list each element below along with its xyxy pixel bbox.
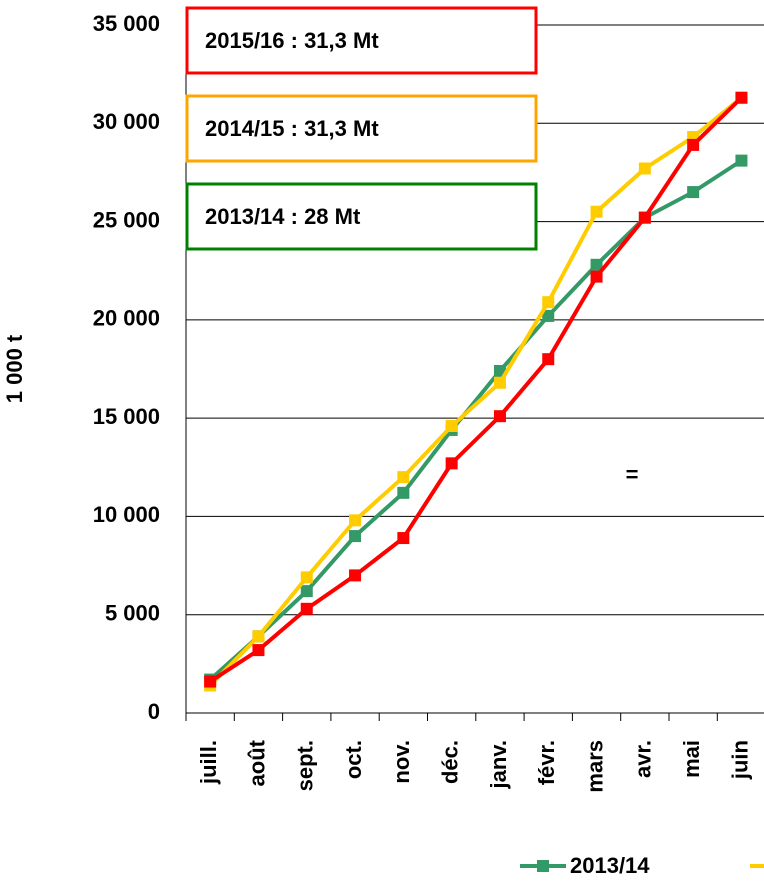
y-tick-label: 5 000: [105, 601, 160, 626]
marker: [687, 138, 700, 151]
line: [209, 96, 743, 684]
y-tick-label: 25 000: [93, 207, 160, 232]
x-tick-label: févr.: [534, 740, 559, 785]
legend-marker: [537, 860, 549, 872]
annotation-box: [185, 94, 538, 163]
marker: [445, 457, 458, 470]
y-axis-label: 1 000 t: [2, 334, 27, 403]
y-tick-label: 15 000: [93, 404, 160, 429]
x-tick-label: août: [244, 739, 269, 786]
marker: [252, 630, 265, 643]
marker: [590, 205, 603, 218]
annotation-box: [185, 182, 538, 251]
x-tick-label: janv.: [486, 740, 511, 790]
x-tick-label: déc.: [437, 740, 462, 784]
marker: [687, 186, 700, 199]
legend-label: 2013/14: [570, 853, 650, 878]
marker: [590, 258, 603, 271]
y-tick-label: 30 000: [93, 109, 160, 134]
annotation: 2015/16 : 31,3 Mt: [205, 28, 379, 53]
marker: [397, 486, 410, 499]
annotation-box: [185, 6, 538, 75]
annotation: 2013/14 : 28 Mt: [205, 204, 361, 229]
annotation: =: [626, 462, 639, 487]
line: [208, 158, 743, 682]
x-tick-label: juill.: [196, 740, 221, 785]
line: [208, 96, 743, 687]
marker: [445, 420, 458, 433]
marker: [493, 376, 506, 389]
y-tick-label: 0: [148, 699, 160, 724]
marker: [349, 514, 362, 527]
marker: [735, 154, 748, 167]
x-tick-label: avr.: [631, 740, 656, 778]
marker: [542, 353, 555, 366]
marker: [735, 91, 748, 104]
marker: [204, 675, 217, 688]
x-tick-label: oct.: [341, 740, 366, 779]
annotation: 2014/15 : 31,3 Mt: [205, 116, 379, 141]
marker: [300, 602, 313, 615]
y-tick-label: 20 000: [93, 306, 160, 331]
marker: [252, 644, 265, 657]
x-tick-label: mai: [679, 740, 704, 778]
x-tick-label: mars: [582, 740, 607, 793]
y-tick-label: 10 000: [93, 502, 160, 527]
x-tick-label: juin: [727, 740, 752, 780]
marker: [638, 211, 651, 224]
x-tick-label: sept.: [293, 740, 318, 791]
marker: [349, 530, 362, 543]
y-tick-label: 35 000: [93, 11, 160, 36]
marker: [590, 270, 603, 283]
marker: [349, 569, 362, 582]
marker: [300, 571, 313, 584]
marker: [542, 296, 555, 309]
x-tick-label: nov.: [389, 740, 414, 784]
marker: [397, 532, 410, 545]
marker: [300, 585, 313, 598]
marker: [542, 309, 555, 322]
marker: [397, 471, 410, 484]
marker: [493, 410, 506, 423]
marker: [638, 162, 651, 175]
